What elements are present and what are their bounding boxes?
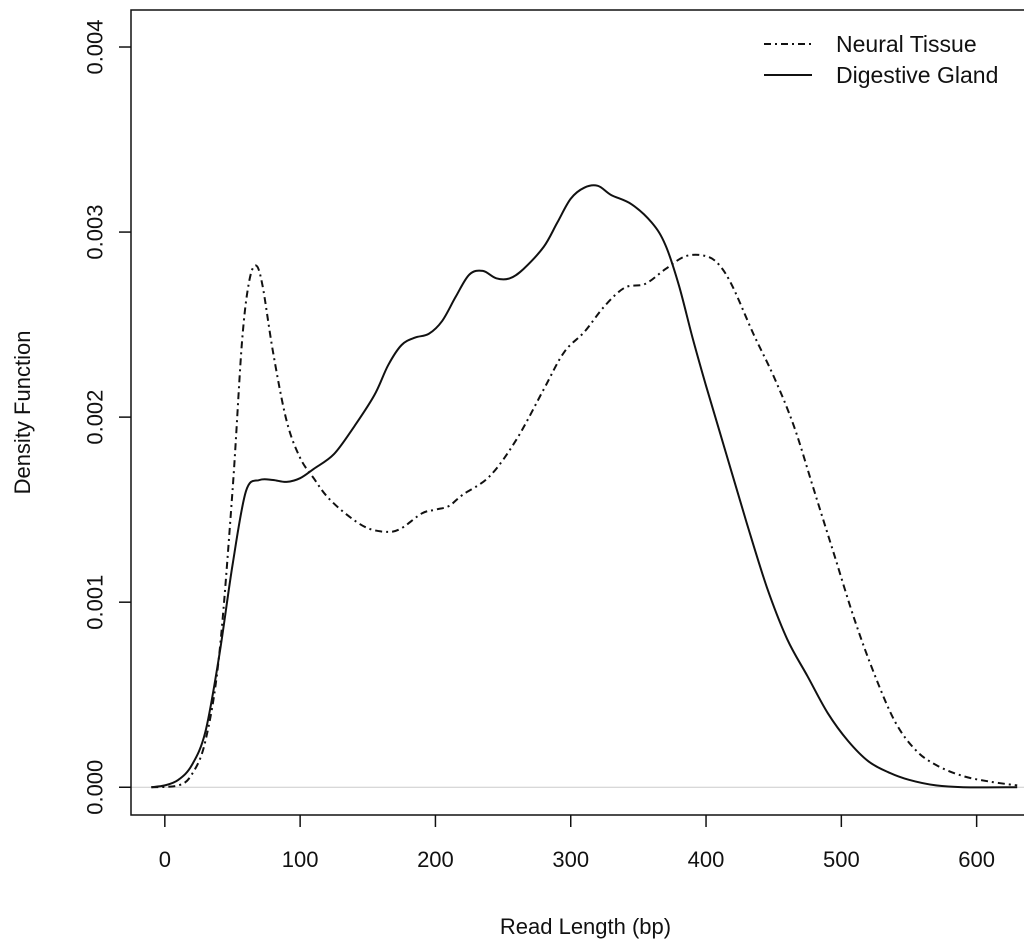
- legend-label: Digestive Gland: [836, 62, 998, 88]
- series-line-neural-tissue: [151, 253, 1018, 789]
- x-tick-label: 200: [417, 847, 454, 872]
- y-tick-label: 0.000: [83, 760, 108, 815]
- y-axis: 0.000 0.001 0.002 0.003 0.004: [83, 19, 131, 815]
- x-axis-label: Read Length (bp): [500, 914, 671, 939]
- y-tick-label: 0.002: [83, 390, 108, 445]
- y-tick-label: 0.004: [83, 19, 108, 74]
- x-tick-label: 500: [823, 847, 860, 872]
- series-line-digestive-gland: [151, 184, 1018, 789]
- x-tick-label: 0: [159, 847, 171, 872]
- legend: Neural Tissue Digestive Gland: [764, 31, 998, 88]
- plot-frame: [130, 9, 1024, 816]
- y-tick-label: 0.003: [83, 205, 108, 260]
- x-tick-label: 400: [688, 847, 725, 872]
- x-tick-label: 600: [958, 847, 995, 872]
- series-layer: [151, 184, 1018, 789]
- x-axis: 0 100 200 300 400 500 600: [159, 815, 995, 872]
- y-tick-label: 0.001: [83, 575, 108, 630]
- legend-label: Neural Tissue: [836, 31, 977, 57]
- y-axis-label: Density Function: [10, 331, 35, 495]
- x-tick-label: 300: [552, 847, 589, 872]
- x-tick-label: 100: [282, 847, 319, 872]
